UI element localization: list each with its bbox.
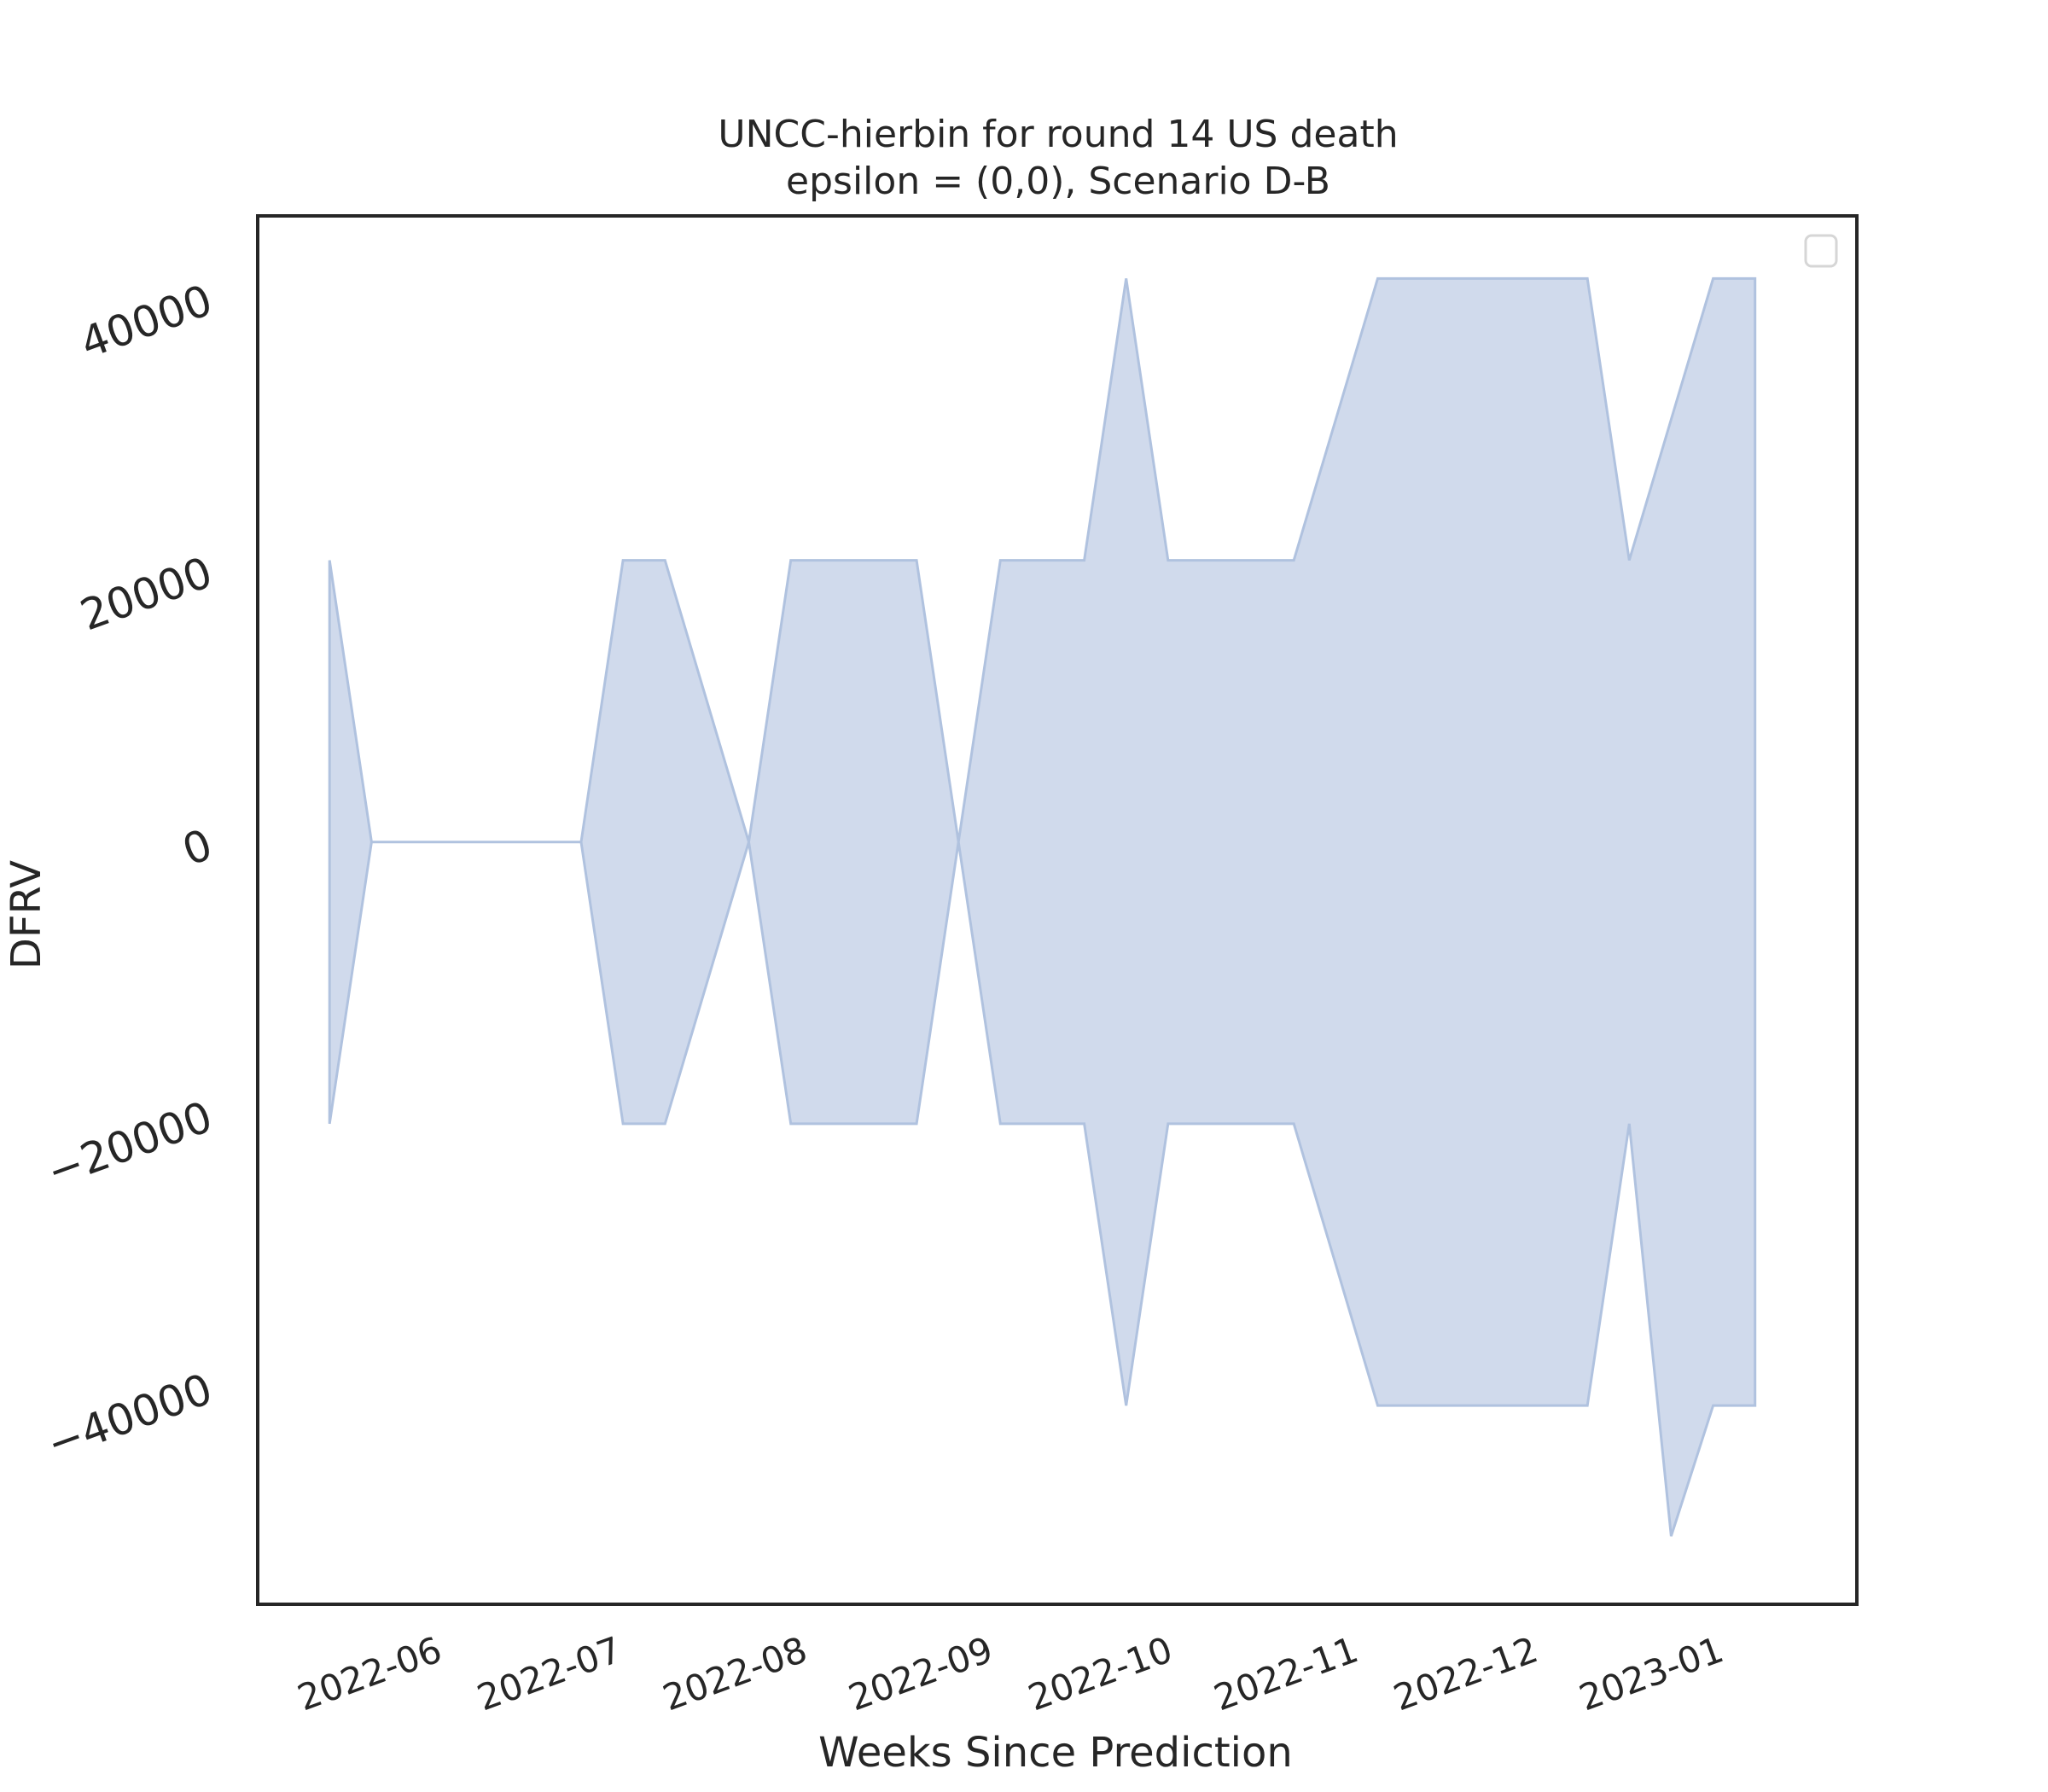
y-axis-label: DFRV [3, 860, 50, 969]
chart-title-line2: epsilon = (0,0), Scenario D-B [786, 160, 1330, 203]
y-tick-label: 0 [176, 820, 218, 876]
y-tick-label: −40000 [40, 1364, 218, 1469]
x-tick-labels: 2022-06 2022-07 2022-08 2022-09 2022-10 2022-… [292, 1628, 1729, 1719]
y-tick-labels: −40000 −20000 0 20000 40000 [40, 275, 218, 1469]
x-tick-label: 2022-09 [843, 1628, 998, 1719]
plot-frame [256, 214, 1859, 1606]
x-tick-label: 2022-08 [657, 1628, 812, 1719]
legend-box [1804, 234, 1838, 268]
legend [1804, 234, 1838, 268]
x-tick-label: 2022-07 [472, 1628, 627, 1719]
y-tick-label: 20000 [74, 547, 218, 640]
y-tick-label: −20000 [40, 1092, 218, 1197]
x-tick-label: 2022-12 [1388, 1628, 1544, 1719]
uncertainty-band-0 [328, 276, 1757, 1537]
chart-title-line1: UNCC-hierbin for round 14 US death [718, 113, 1398, 156]
x-tick-label: 2022-10 [1023, 1628, 1178, 1719]
y-tick-label: 40000 [74, 275, 218, 368]
x-tick-label: 2023-01 [1574, 1628, 1729, 1719]
x-axis-label: Weeks Since Prediction [818, 1729, 1293, 1777]
band-layer [328, 276, 1757, 1537]
x-tick-label: 2022-11 [1208, 1628, 1364, 1719]
x-tick-label: 2022-06 [292, 1628, 447, 1719]
